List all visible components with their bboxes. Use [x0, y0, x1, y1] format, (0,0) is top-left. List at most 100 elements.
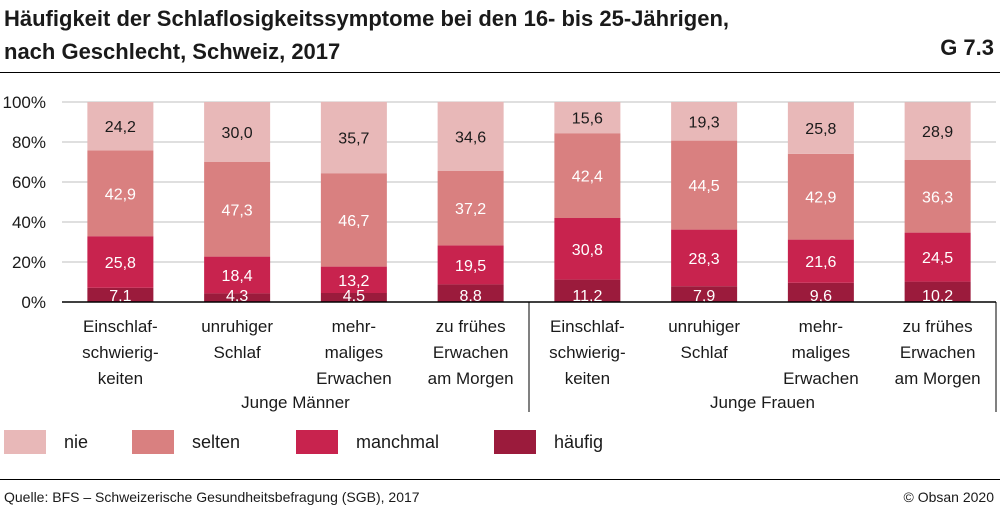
bar-segment-selten	[87, 150, 154, 237]
copyright-note: © Obsan 2020	[903, 489, 995, 505]
x-tick-label: Erwachen	[783, 369, 859, 388]
bar-segment-manchmal	[787, 239, 854, 283]
bar-segment-nie	[437, 101, 504, 171]
bottom-rule	[0, 479, 1000, 480]
x-tick-label: keiten	[565, 369, 610, 388]
data-label-manchmal: 25,8	[105, 255, 136, 272]
bar-segment-selten	[787, 153, 854, 240]
data-label-haeufig: 10,2	[922, 288, 953, 305]
data-label-haeufig: 7,9	[693, 288, 715, 305]
legend-label: selten	[192, 432, 241, 452]
legend-swatch	[4, 430, 46, 454]
bar-segment-manchmal	[904, 232, 971, 282]
data-label-nie: 28,9	[922, 124, 953, 141]
x-tick-label: Einschlaf-	[550, 317, 625, 336]
x-tick-label: zu frühes	[903, 317, 973, 336]
bar-segment-manchmal	[671, 229, 738, 287]
data-label-manchmal: 13,2	[338, 273, 369, 290]
data-label-nie: 25,8	[805, 121, 836, 138]
x-tick-label: mehr-	[799, 317, 843, 336]
x-tick-label: Einschlaf-	[83, 317, 158, 336]
stacked-bar-chart: 0% 20% 40% 60% 80% 100% 7,1 25,8 42,9 24,2 4,3 18,4…	[3, 93, 997, 412]
bar-segment-nie	[87, 102, 154, 151]
top-rule	[0, 72, 1000, 73]
bar-segment-haeufig	[320, 293, 387, 302]
bar-segment-nie	[904, 102, 971, 160]
data-label-manchmal: 19,5	[455, 258, 486, 275]
bar-segment-manchmal	[87, 236, 154, 288]
data-label-manchmal: 28,3	[689, 251, 720, 268]
bar-segment-manchmal	[204, 256, 271, 294]
x-tick-label: keiten	[98, 369, 143, 388]
source-note: Quelle: BFS – Schweizerische Gesundheits…	[4, 489, 420, 505]
data-label-nie: 24,2	[105, 119, 136, 136]
data-label-nie: 15,6	[572, 111, 603, 128]
data-label-manchmal: 18,4	[222, 268, 253, 285]
bar-segment-selten	[437, 171, 504, 246]
data-label-selten: 46,7	[338, 213, 369, 230]
legend-label: häufig	[554, 432, 604, 452]
bar-segment-manchmal	[320, 266, 387, 293]
chart-title: Häufigkeit der Schlaflosigkeitssymptome …	[4, 2, 729, 68]
group-label: Junge Männer	[241, 393, 350, 412]
data-label-nie: 35,7	[338, 131, 369, 148]
bar-segment-selten	[320, 173, 387, 267]
bar-segment-nie	[204, 102, 271, 162]
data-label-haeufig: 8,8	[460, 288, 482, 305]
data-label-haeufig: 9,6	[810, 288, 832, 305]
data-label-nie: 34,6	[455, 129, 486, 146]
y-tick-label: 40%	[12, 213, 46, 232]
x-tick-label: unruhiger	[668, 317, 740, 336]
data-label-selten: 42,9	[805, 190, 836, 207]
x-tick-label: zu frühes	[436, 317, 506, 336]
legend-label: manchmal	[356, 432, 440, 452]
data-label-selten: 37,2	[455, 201, 486, 218]
x-tick-label: maliges	[792, 343, 851, 362]
data-label-selten: 42,9	[105, 186, 136, 203]
bar-segment-nie	[554, 102, 621, 134]
legend: nie selten manchmal häufig	[0, 428, 1000, 458]
data-label-manchmal: 30,8	[572, 242, 603, 259]
x-tick-label: schwierig-	[549, 343, 626, 362]
group-label: Junge Frauen	[710, 393, 815, 412]
x-tick-label: Erwachen	[316, 369, 392, 388]
y-tick-label: 100%	[3, 93, 46, 112]
bar-segment-haeufig	[671, 286, 738, 302]
bar-segment-selten	[904, 160, 971, 233]
bar-segment-haeufig	[204, 293, 271, 302]
data-label-selten: 47,3	[222, 202, 253, 219]
x-tick-label: mehr-	[332, 317, 376, 336]
y-tick-label: 60%	[12, 173, 46, 192]
legend-swatch	[494, 430, 536, 454]
data-label-nie: 19,3	[689, 114, 720, 131]
x-tick-label: unruhiger	[201, 317, 273, 336]
bar-segment-selten	[204, 162, 271, 257]
x-tick-label: am Morgen	[428, 369, 514, 388]
x-tick-label: am Morgen	[895, 369, 981, 388]
data-label-manchmal: 21,6	[805, 254, 836, 271]
y-tick-label: 80%	[12, 133, 46, 152]
bar-segment-nie	[320, 101, 387, 174]
bar-segment-haeufig	[87, 287, 154, 302]
y-tick-label: 20%	[12, 253, 46, 272]
title-line-2: nach Geschlecht, Schweiz, 2017	[4, 39, 341, 64]
title-line-1: Häufigkeit der Schlaflosigkeitssymptome …	[4, 6, 729, 31]
data-label-haeufig: 11,2	[572, 288, 602, 305]
data-label-selten: 36,3	[922, 189, 953, 206]
bar-segment-manchmal	[437, 245, 504, 285]
x-tick-label: Schlaf	[681, 343, 729, 362]
bar-segment-nie	[787, 102, 854, 154]
x-tick-label: schwierig-	[82, 343, 159, 362]
bar-segment-haeufig	[904, 281, 971, 302]
x-tick-label: Schlaf	[214, 343, 262, 362]
bar-segment-haeufig	[554, 279, 621, 302]
x-tick-label: maliges	[325, 343, 384, 362]
data-label-haeufig: 7,1	[109, 288, 131, 305]
bar-segment-selten	[554, 133, 621, 218]
bar-segment-haeufig	[787, 282, 854, 302]
x-tick-label: Erwachen	[433, 343, 509, 362]
data-label-haeufig: 4,5	[343, 288, 365, 305]
figure-id: G 7.3	[940, 35, 994, 60]
bar-segment-manchmal	[554, 218, 621, 280]
data-label-selten: 44,5	[689, 178, 720, 195]
